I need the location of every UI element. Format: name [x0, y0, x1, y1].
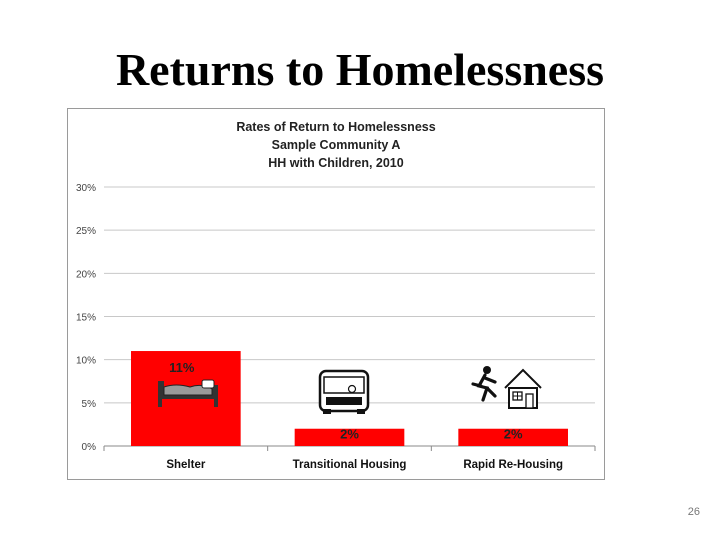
category-label: Transitional Housing	[293, 459, 407, 471]
data-labels: 11% 2% 2%	[169, 360, 523, 442]
category-label: Rapid Re-Housing	[463, 459, 563, 471]
y-tick-label: 5%	[82, 399, 97, 410]
running-to-house-icon	[471, 366, 542, 409]
bar-chart: Rates of Return to Homelessness Sample C…	[76, 120, 596, 471]
data-label: 11%	[169, 360, 195, 375]
bar-rapid-re-housing	[458, 428, 568, 446]
y-tick-label: 30%	[76, 183, 96, 194]
y-tick-label: 25%	[76, 226, 96, 237]
y-tick-label: 15%	[76, 313, 96, 324]
chart-subtitle-line-1: Sample Community A	[272, 138, 401, 152]
y-axis-ticks: 0% 5% 10% 15% 20% 25% 30%	[76, 183, 96, 453]
page-number: 26	[687, 506, 700, 518]
x-axis-categories: Shelter Transitional Housing Rapid Re-Hous…	[166, 459, 563, 471]
chart-frame: Rates of Return to Homelessness Sample C…	[67, 108, 605, 480]
category-label: Shelter	[166, 459, 206, 471]
data-label: 2%	[340, 427, 359, 442]
y-tick-label: 10%	[76, 356, 96, 367]
chart-title: Rates of Return to Homelessness	[236, 120, 435, 134]
slide-title: Returns to Homelessness	[115, 44, 605, 95]
bed-icon	[158, 379, 218, 407]
y-tick-label: 20%	[76, 269, 96, 280]
data-label: 2%	[504, 427, 523, 442]
chart-subtitle-line-2: HH with Children, 2010	[268, 156, 403, 170]
y-tick-label: 0%	[82, 442, 97, 453]
bar-transitional-housing	[294, 428, 405, 446]
bus-icon	[318, 369, 370, 414]
